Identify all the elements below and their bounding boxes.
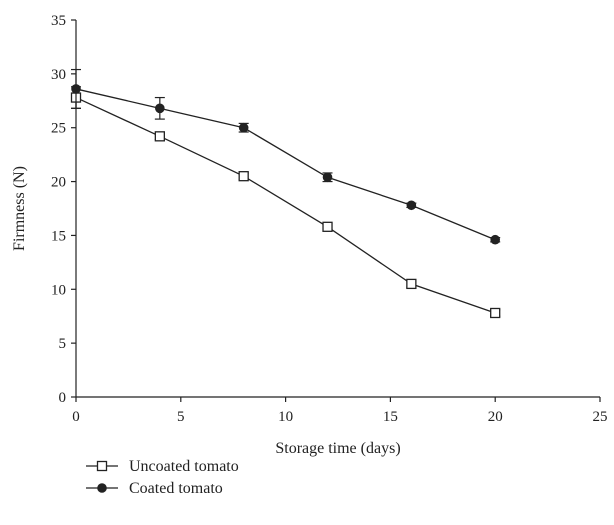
legend-marker	[97, 483, 107, 493]
data-point	[155, 103, 165, 114]
y-tick-label: 30	[51, 67, 66, 83]
data-point	[238, 122, 249, 133]
x-tick-label: 5	[177, 409, 185, 425]
series-line	[75, 96, 496, 314]
y-axis-title: Firmness (N)	[11, 166, 28, 251]
data-point	[490, 234, 501, 245]
y-tick-label: 35	[51, 13, 66, 29]
series-layer	[70, 68, 501, 319]
legend-marker	[96, 460, 108, 472]
data-point	[406, 200, 417, 211]
y-tick-label: 10	[51, 282, 66, 298]
legend-label: Coated tomato	[129, 480, 223, 497]
data-point	[406, 278, 417, 290]
series-line	[75, 88, 496, 241]
legend-item: Coated tomato	[86, 480, 223, 497]
legend-item: Uncoated tomato	[86, 458, 239, 475]
x-tick-label: 20	[488, 409, 503, 425]
data-point	[490, 307, 501, 319]
y-tick-label: 15	[51, 228, 66, 244]
series-coated	[71, 68, 501, 245]
legend-label: Uncoated tomato	[129, 458, 239, 475]
y-tick-label: 25	[51, 121, 66, 137]
x-axis-title: Storage time (days)	[275, 440, 400, 457]
data-point	[71, 84, 81, 94]
data-point	[154, 131, 165, 142]
data-point	[322, 172, 333, 183]
data-point	[238, 171, 249, 182]
data-point	[322, 221, 333, 232]
axes: 0 5 10 15 20 25 30 35 0 5 10 15 20 25 Storage time (da…	[11, 13, 608, 457]
x-tick-label: 25	[593, 409, 608, 425]
y-tick-label: 20	[51, 175, 66, 191]
x-tick-label: 0	[72, 409, 80, 425]
legend: Uncoated tomato Coated tomato	[86, 458, 239, 497]
y-tick-label: 0	[59, 390, 67, 406]
x-tick-label: 15	[383, 409, 398, 425]
x-tick-label: 10	[278, 409, 293, 425]
series-uncoated	[70, 86, 501, 319]
y-tick-label: 5	[59, 336, 67, 352]
